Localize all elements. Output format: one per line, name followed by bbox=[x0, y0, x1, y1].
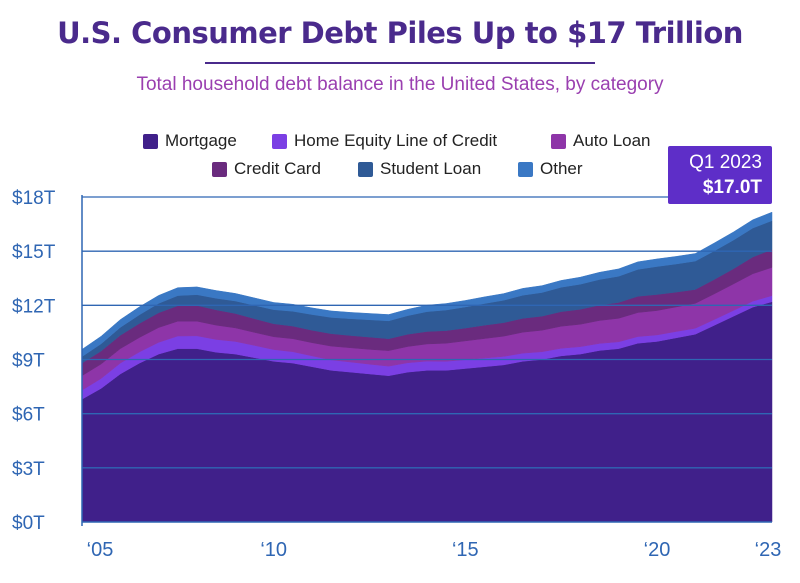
legend-swatch-auto-loan bbox=[551, 133, 566, 149]
y-tick-label-15: $15T bbox=[12, 242, 56, 263]
y-tick-label-12: $12T bbox=[12, 296, 56, 317]
chart-title: U.S. Consumer Debt Piles Up to $17 Trill… bbox=[57, 16, 743, 50]
y-tick-label-6: $6T bbox=[12, 405, 45, 426]
legend-item-other: Other bbox=[518, 159, 583, 179]
y-tick-label-3: $3T bbox=[12, 459, 45, 480]
legend-row-1: Mortgage Home Equity Line of Credit Auto… bbox=[0, 131, 800, 153]
legend-label-auto-loan: Auto Loan bbox=[573, 131, 651, 150]
legend-item-credit-card: Credit Card bbox=[212, 159, 321, 179]
y-tick-label-0: $0T bbox=[12, 513, 45, 534]
chart-subtitle: Total household debt balance in the Unit… bbox=[136, 74, 664, 95]
x-tick-label-2015: ‘15 bbox=[452, 539, 479, 561]
area-other bbox=[81, 211, 773, 358]
legend-item-heloc: Home Equity Line of Credit bbox=[272, 131, 497, 151]
x-tick-label-2023: ‘23 bbox=[755, 539, 782, 561]
callout-value: $17.0T bbox=[702, 177, 762, 198]
legend-row-2: Credit Card Student Loan Other bbox=[0, 159, 800, 181]
legend-label-heloc: Home Equity Line of Credit bbox=[294, 131, 498, 150]
legend-swatch-other bbox=[518, 161, 533, 177]
x-tick-label-2020: ‘20 bbox=[644, 539, 671, 561]
callout-period: Q1 2023 bbox=[689, 152, 762, 173]
legend-label-credit-card: Credit Card bbox=[234, 159, 321, 178]
y-tick-label-9: $9T bbox=[12, 351, 45, 372]
legend-item-auto-loan: Auto Loan bbox=[551, 131, 651, 151]
x-tick-label-2005: ‘05 bbox=[87, 539, 114, 561]
legend-swatch-credit-card bbox=[212, 161, 227, 177]
legend-swatch-heloc bbox=[272, 133, 287, 149]
legend-item-student-loan: Student Loan bbox=[358, 159, 481, 179]
title-underline bbox=[205, 62, 595, 64]
y-tick-label-18: $18T bbox=[12, 188, 56, 209]
legend-swatch-mortgage bbox=[143, 133, 158, 149]
legend-label-student-loan: Student Loan bbox=[380, 159, 482, 178]
legend-item-mortgage: Mortgage bbox=[143, 131, 237, 151]
legend-label-other: Other bbox=[540, 159, 583, 178]
latest-value-callout: Q1 2023 $17.0T bbox=[668, 146, 772, 204]
x-tick-label-2010: ‘10 bbox=[260, 539, 287, 561]
legend-label-mortgage: Mortgage bbox=[165, 131, 237, 150]
legend-swatch-student-loan bbox=[358, 161, 373, 177]
